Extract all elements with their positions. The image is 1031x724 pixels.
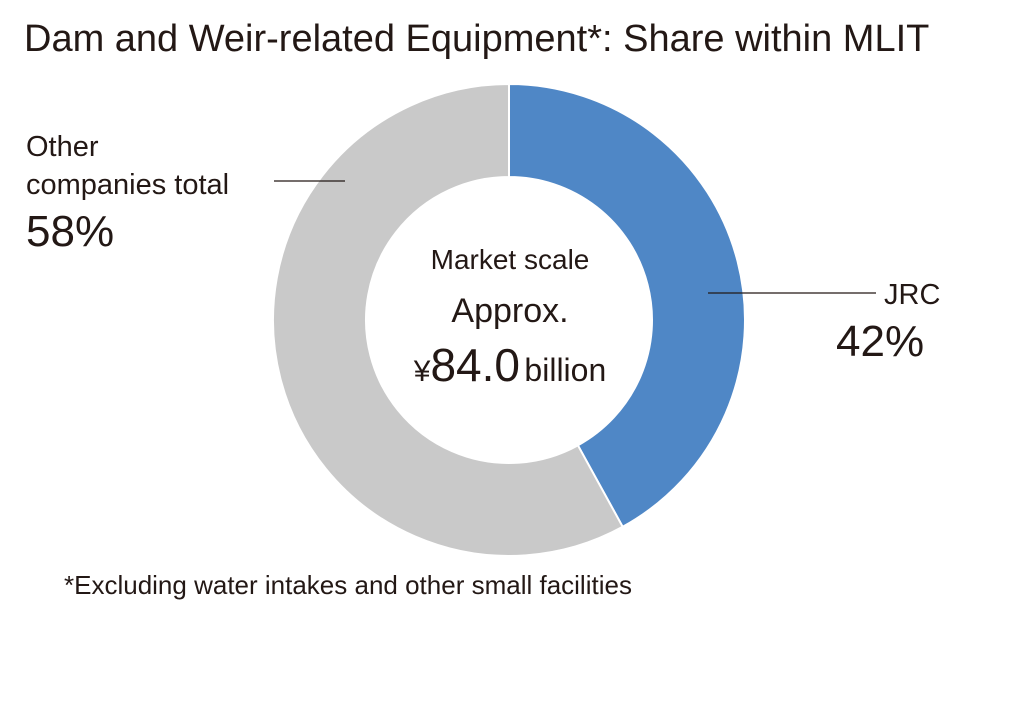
market-unit: billion (524, 352, 607, 388)
slice-value-other: 58% (26, 207, 115, 256)
market-scale-label: Market scale (430, 244, 590, 275)
donut-slice-other (272, 82, 625, 557)
slice-label-jrc: JRC 42% (836, 276, 940, 370)
slice-label-other-line1: Other (26, 131, 99, 163)
slice-value-jrc: 42% (836, 317, 925, 366)
slice-label-other-line2: companies total (26, 169, 230, 201)
market-amount: 84.0 (430, 339, 520, 391)
market-value: ¥84.0 billion (390, 338, 630, 392)
slice-label-other: Other companies total 58% (26, 128, 229, 260)
approx-label: Approx. (451, 292, 569, 330)
chart-title: Dam and Weir-related Equipment*: Share w… (24, 18, 930, 60)
slice-label-jrc-name: JRC (884, 279, 941, 311)
donut-center-text: Market scale Approx. ¥84.0 billion (390, 240, 630, 392)
donut-slice-jrc (508, 82, 746, 529)
footnote: *Excluding water intakes and other small… (64, 570, 632, 600)
currency-symbol: ¥ (413, 355, 431, 388)
